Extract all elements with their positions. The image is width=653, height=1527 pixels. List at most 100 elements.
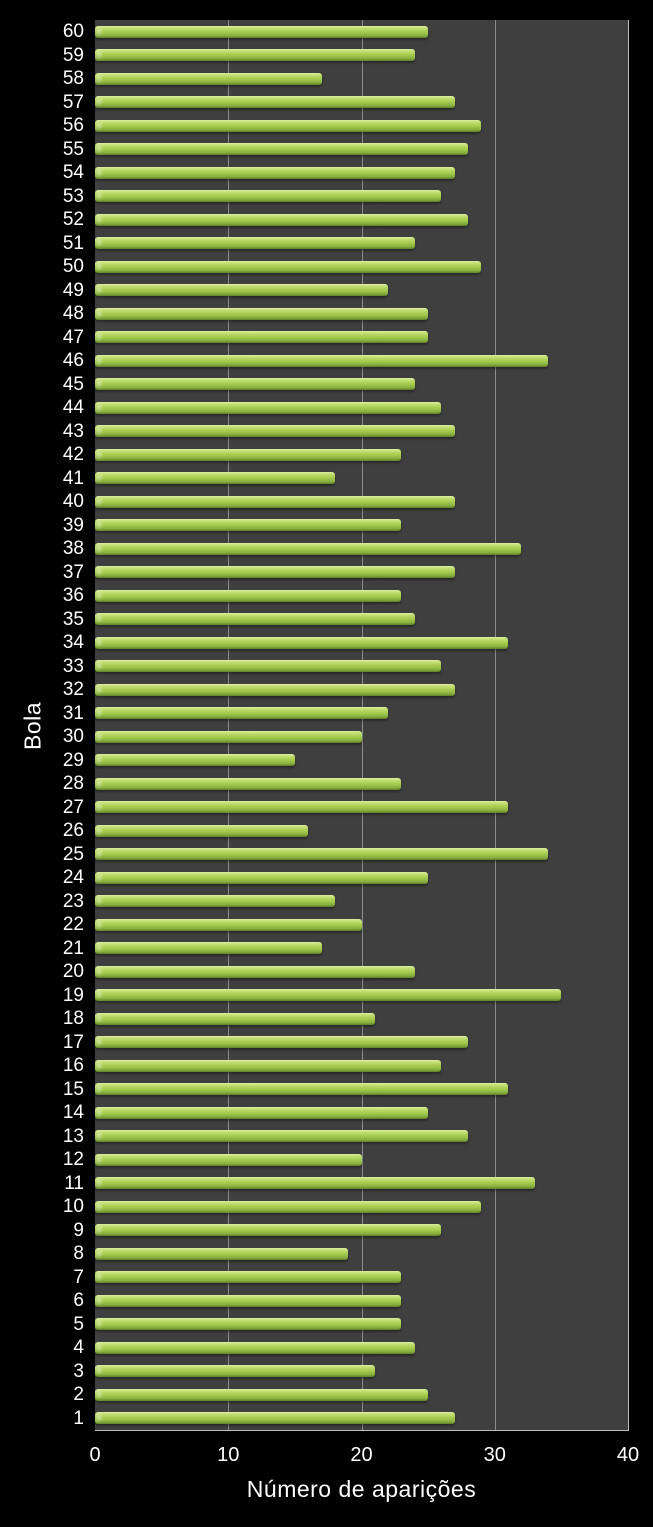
bar-bola-29 <box>95 754 295 767</box>
y-tick-label-47: 47 <box>62 326 84 348</box>
bar-bola-23 <box>95 895 335 908</box>
bar-bola-51 <box>95 237 415 250</box>
bar-bola-32 <box>95 683 455 696</box>
y-tick-label-5: 5 <box>73 1313 84 1335</box>
y-tick-label-23: 23 <box>62 890 84 912</box>
x-tick-label-0: 0 <box>89 1444 101 1466</box>
bar-bola-38 <box>95 542 522 555</box>
y-tick-label-18: 18 <box>62 1008 84 1029</box>
y-tick-label-34: 34 <box>62 632 84 653</box>
y-tick-label-8: 8 <box>73 1243 84 1264</box>
bar-bola-9 <box>95 1224 442 1237</box>
y-tick-label-43: 43 <box>62 420 84 442</box>
y-tick-label-44: 44 <box>62 397 84 418</box>
y-tick-label-54: 54 <box>62 162 84 183</box>
y-tick-label-50: 50 <box>62 256 84 277</box>
y-tick-label-41: 41 <box>62 467 84 489</box>
bar-bola-27 <box>95 801 509 814</box>
y-tick-label-26: 26 <box>62 820 84 841</box>
bar-bola-55 <box>95 143 469 156</box>
bar-bola-26 <box>95 824 309 837</box>
y-tick-label-28: 28 <box>62 773 84 794</box>
bar-bola-56 <box>95 119 482 132</box>
bar-bola-13 <box>95 1130 469 1143</box>
bar-bola-24 <box>95 871 429 884</box>
x-tick-label-20: 20 <box>350 1444 373 1466</box>
y-tick-label-13: 13 <box>62 1125 84 1147</box>
gridline-x-20 <box>361 20 363 1430</box>
y-tick-label-42: 42 <box>62 444 84 465</box>
bar-bola-10 <box>95 1200 482 1213</box>
y-tick-label-1: 1 <box>73 1407 84 1429</box>
x-axis-title: Número de aparições <box>246 1476 477 1502</box>
bar-bola-31 <box>95 707 389 720</box>
bar-bola-45 <box>95 378 415 391</box>
y-tick-label-52: 52 <box>62 209 84 230</box>
y-tick-label-38: 38 <box>62 538 84 559</box>
bar-bola-2 <box>95 1388 429 1401</box>
y-tick-label-12: 12 <box>62 1149 84 1170</box>
y-tick-label-55: 55 <box>62 138 84 160</box>
y-tick-label-16: 16 <box>62 1055 84 1076</box>
bar-bola-47 <box>95 331 429 344</box>
bar-bola-60 <box>95 25 429 38</box>
y-tick-label-24: 24 <box>62 867 84 888</box>
bar-bola-57 <box>95 96 455 109</box>
y-tick-label-30: 30 <box>62 726 84 747</box>
bar-bola-53 <box>95 190 442 203</box>
y-tick-label-3: 3 <box>73 1360 84 1382</box>
bar-bola-39 <box>95 519 402 532</box>
y-tick-label-4: 4 <box>73 1337 84 1358</box>
bar-bola-22 <box>95 918 362 931</box>
bar-bola-19 <box>95 989 562 1002</box>
bar-bola-37 <box>95 566 455 579</box>
bar-bola-34 <box>95 636 509 649</box>
bar-bola-4 <box>95 1341 415 1354</box>
y-tick-label-20: 20 <box>62 961 84 982</box>
bar-bola-17 <box>95 1036 469 1049</box>
bar-bola-40 <box>95 495 455 508</box>
y-tick-label-48: 48 <box>62 303 84 324</box>
bar-bola-6 <box>95 1294 402 1307</box>
bar-bola-20 <box>95 965 415 978</box>
bar-bola-28 <box>95 777 402 790</box>
y-tick-label-59: 59 <box>62 44 84 66</box>
bar-bola-42 <box>95 448 402 461</box>
bar-bola-5 <box>95 1318 402 1331</box>
bar-bola-58 <box>95 72 322 85</box>
y-tick-label-14: 14 <box>62 1102 84 1123</box>
y-tick-label-31: 31 <box>62 702 84 724</box>
y-axis-tick-labels: 60 59 58 57 56 55 54 53 52 51 50 49 48 47 46 45 44 43 42 41… <box>0 20 84 1430</box>
bar-bola-52 <box>95 213 469 226</box>
bar-bola-15 <box>95 1083 509 1096</box>
x-tick-label-10: 10 <box>217 1444 240 1466</box>
y-tick-label-22: 22 <box>62 914 84 935</box>
bar-bola-33 <box>95 660 442 673</box>
y-tick-label-45: 45 <box>62 373 84 395</box>
bar-bola-35 <box>95 613 415 626</box>
bar-bola-18 <box>95 1012 375 1025</box>
bar-bola-30 <box>95 730 362 743</box>
bar-bola-49 <box>95 284 389 297</box>
y-tick-label-36: 36 <box>62 585 84 606</box>
bar-bola-43 <box>95 425 455 438</box>
y-tick-label-53: 53 <box>62 185 84 207</box>
x-tick-label-40: 40 <box>616 1444 640 1466</box>
bar-bola-1 <box>95 1412 455 1425</box>
y-tick-label-19: 19 <box>62 984 84 1006</box>
y-tick-label-11: 11 <box>64 1172 84 1194</box>
bar-bola-25 <box>95 848 549 861</box>
plot-area <box>95 20 629 1431</box>
y-tick-label-21: 21 <box>62 937 84 959</box>
y-tick-label-56: 56 <box>62 115 84 136</box>
y-tick-label-39: 39 <box>62 514 84 536</box>
bar-bola-16 <box>95 1059 442 1072</box>
bar-bola-46 <box>95 354 549 367</box>
gridline-x-10 <box>228 20 230 1430</box>
bar-bola-12 <box>95 1153 362 1166</box>
bar-bola-8 <box>95 1247 349 1260</box>
bar-bola-14 <box>95 1106 429 1119</box>
y-tick-label-33: 33 <box>62 655 84 677</box>
gridline-x-30 <box>494 20 496 1430</box>
bar-bola-41 <box>95 472 335 485</box>
